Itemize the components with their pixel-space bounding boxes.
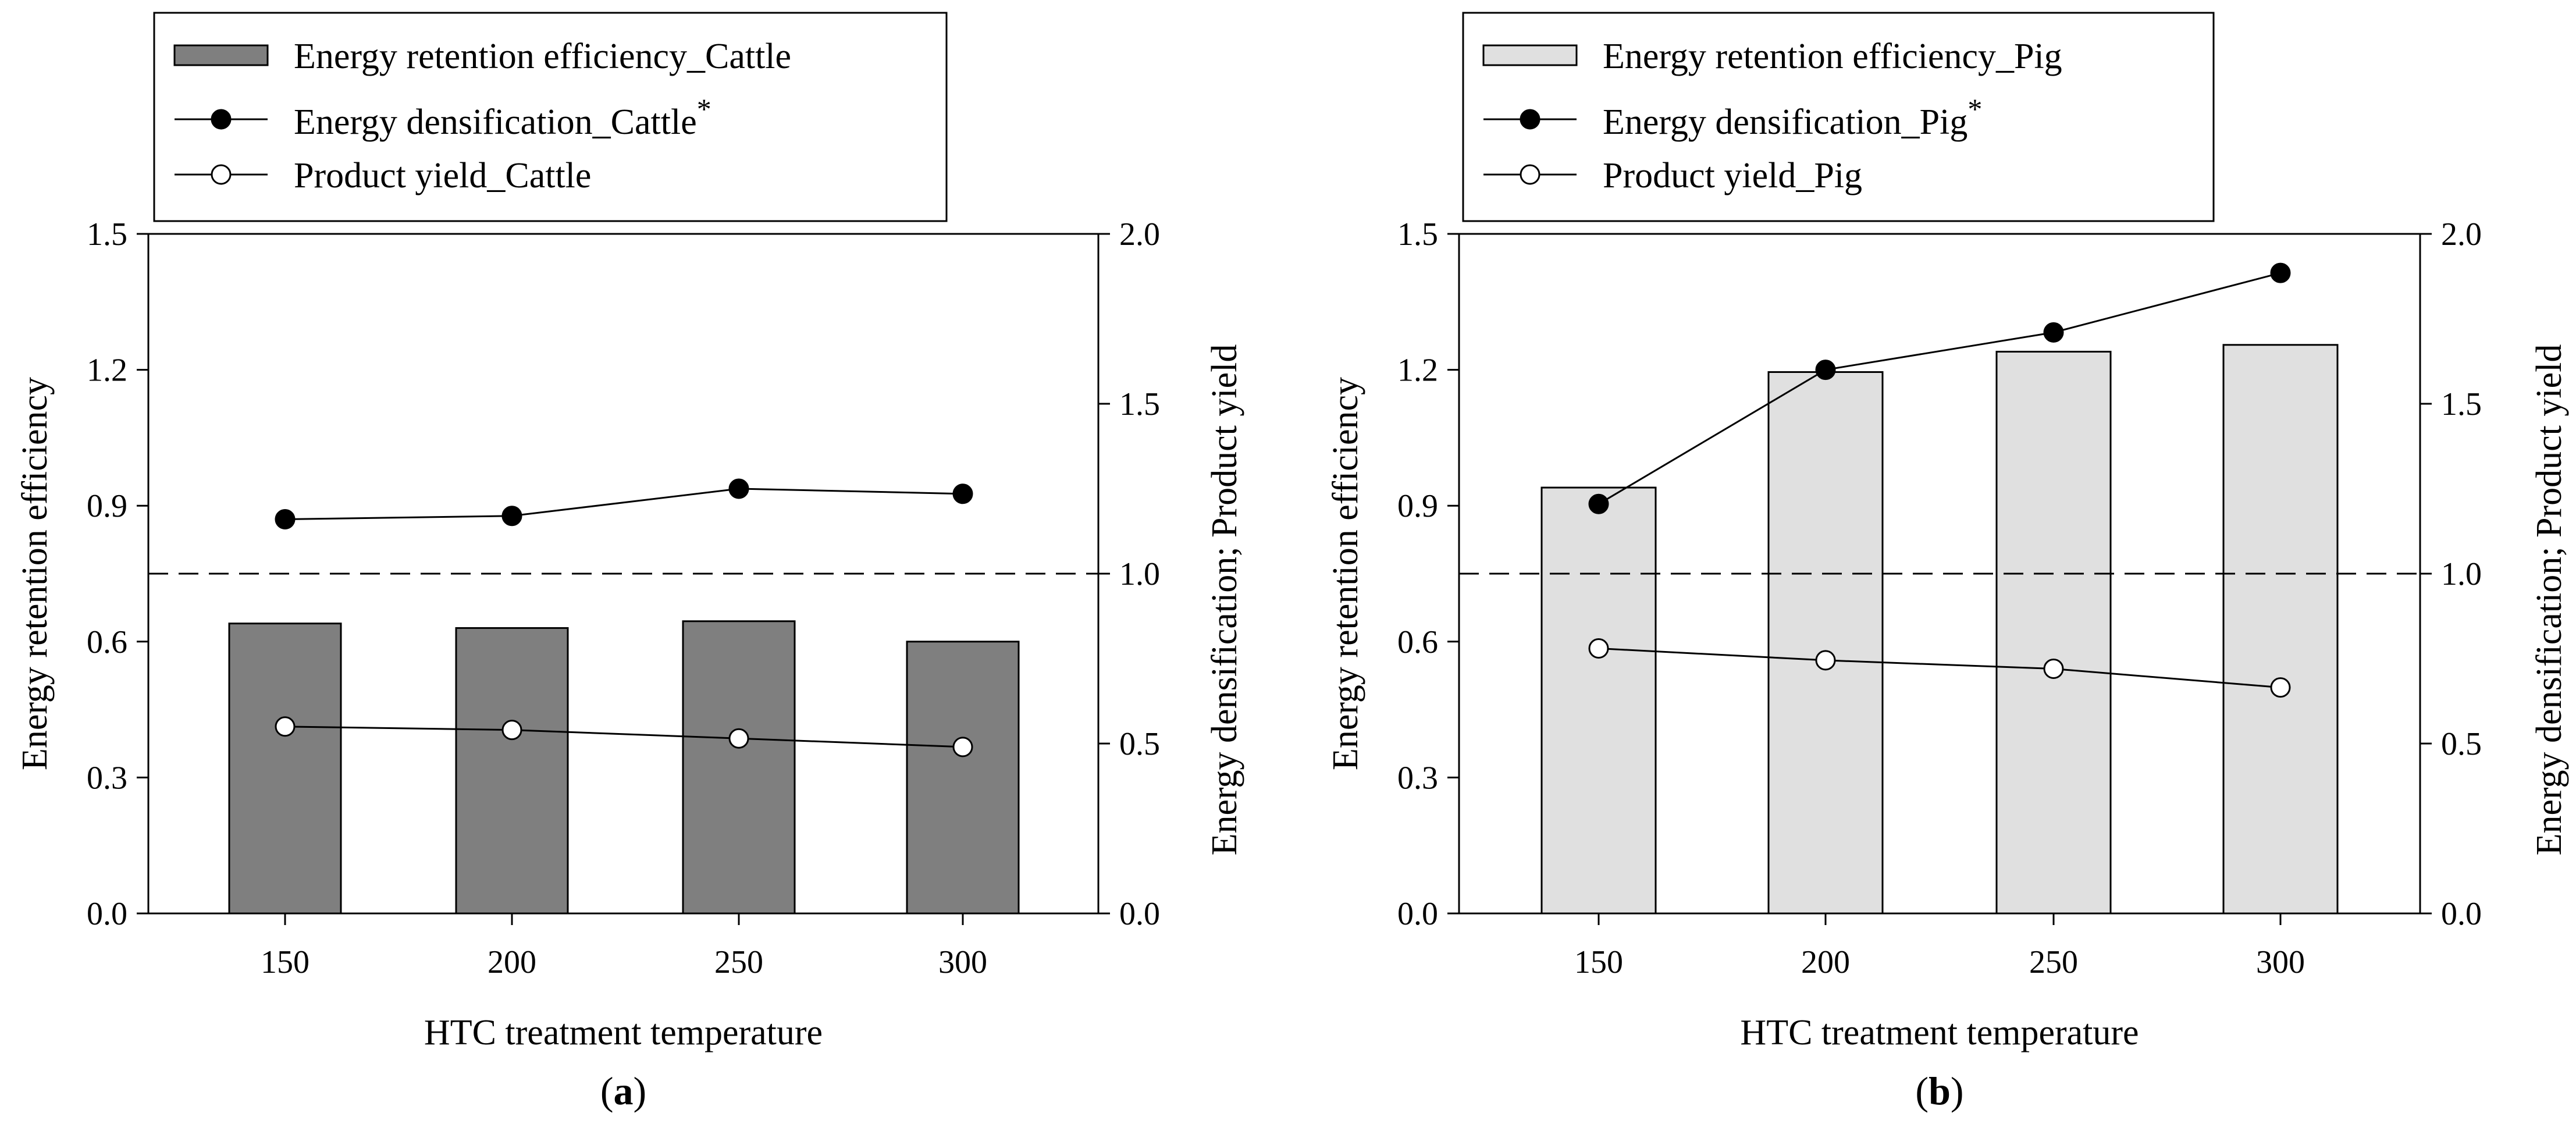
panel-label: (a) [600,1069,646,1113]
legend-marker-open [1520,164,1540,185]
y-axis-title-left: Energy retention efficiency [1326,377,1365,770]
legend-label-bar: Energy retention efficiency_Pig [1603,37,2062,76]
y-axis-title-right: Energy densification; Product yield [2529,344,2569,856]
legend-asterisk: * [1967,93,1982,125]
legend-asterisk: * [697,93,711,125]
energy-densification-point-300 [2270,262,2291,283]
energy-densification-point-150 [1588,493,1609,514]
y-tick-label-left: 0.3 [87,760,127,796]
y-tick-label-left: 0.9 [1397,488,1438,524]
product-yield-point-300 [2270,677,2291,698]
bar-250 [682,620,796,915]
y-tick-label-left: 1.5 [87,216,127,253]
y-axis-title-right: Energy densification; Product yield [1205,344,1244,856]
y-tick-label-left: 1.2 [1397,353,1438,389]
product-yield-point-200 [501,720,522,741]
x-tick-label-250: 250 [2029,944,2078,980]
y-tick-label-right: 1.5 [1119,386,1160,422]
legend: Energy retention efficiency_CattleEnergy… [153,12,948,222]
bar-200 [455,627,569,915]
legend-bar-swatch [173,44,269,66]
bar-300 [906,641,1020,915]
chart-panel-a: 0.0 0.3 0.6 0.9 1.2 1.5 0.0 0.5 1.0 1.5 2.0 150 200 2… [15,12,1244,1113]
energy-densification-point-250 [728,478,749,499]
energy-densification-point-200 [501,506,522,527]
legend-marker-open [211,164,232,185]
product-yield-point-300 [952,737,973,758]
y-tick-label-right: 1.0 [1119,556,1160,592]
energy-densification-line [1598,272,2281,505]
energy-densification-point-250 [2043,322,2064,343]
bar-150 [1540,486,1657,915]
y-tick-label-right: 0.0 [2441,896,2482,932]
product-yield-point-250 [2043,659,2064,680]
product-yield-point-200 [1815,650,1836,671]
y-tick-label-right: 0.5 [2441,726,2482,762]
product-yield-point-150 [1588,638,1609,659]
x-tick-label-300: 300 [2256,944,2305,980]
y-tick-label-left: 1.2 [87,353,127,389]
y-tick-label-right: 1.5 [2441,386,2482,422]
legend-label-bar: Energy retention efficiency_Cattle [294,37,791,76]
y-tick-label-right: 2.0 [2441,216,2482,253]
y-tick-label-left: 0.9 [87,488,127,524]
legend-label-open: Product yield_Cattle [294,156,591,195]
x-tick-label-250: 250 [714,944,763,980]
y-tick-label-left: 0.3 [1397,760,1438,796]
bar-200 [1767,371,1884,915]
x-tick-label-200: 200 [1801,944,1850,980]
legend-frame [1462,12,2215,222]
y-tick-label-right: 1.0 [2441,556,2482,592]
product-yield-line [1598,647,2281,689]
panel-label: (b) [1915,1069,1963,1113]
legend-frame [153,12,948,222]
x-tick-label-150: 150 [261,944,309,980]
energy-densification-line [284,488,963,521]
y-tick-label-right: 0.5 [1119,726,1160,762]
y-tick-label-right: 0.0 [1119,896,1160,932]
energy-densification-point-200 [1815,360,1836,380]
bar-250 [1995,350,2112,915]
x-axis-title: HTC treatment temperature [1740,1013,2139,1052]
bar-150 [228,623,342,915]
legend-bar-swatch [1482,44,1578,66]
x-tick-label-150: 150 [1574,944,1623,980]
x-tick-label-300: 300 [938,944,987,980]
product-yield-line [284,726,963,748]
y-tick-label-left: 0.6 [87,624,127,660]
y-tick-label-right: 2.0 [1119,216,1160,253]
y-tick-label-left: 0.0 [87,896,127,932]
y-tick-label-left: 1.5 [1397,216,1438,253]
y-axis-title-left: Energy retention efficiency [15,377,55,770]
product-yield-point-250 [728,728,749,749]
x-tick-label-200: 200 [488,944,536,980]
legend-marker-filled [211,109,232,130]
legend-label-open: Product yield_Pig [1603,156,1862,195]
bar-300 [2222,344,2339,915]
legend-marker-filled [1520,109,1540,130]
chart-panel-b: 0.0 0.3 0.6 0.9 1.2 1.5 0.0 0.5 1.0 1.5 2.0 150 200 2… [1326,12,2569,1113]
y-tick-label-left: 0.0 [1397,896,1438,932]
energy-densification-point-150 [275,509,296,530]
energy-densification-point-300 [952,483,973,504]
product-yield-point-150 [275,716,296,737]
x-axis-title: HTC treatment temperature [424,1013,823,1052]
y-tick-label-left: 0.6 [1397,624,1438,660]
